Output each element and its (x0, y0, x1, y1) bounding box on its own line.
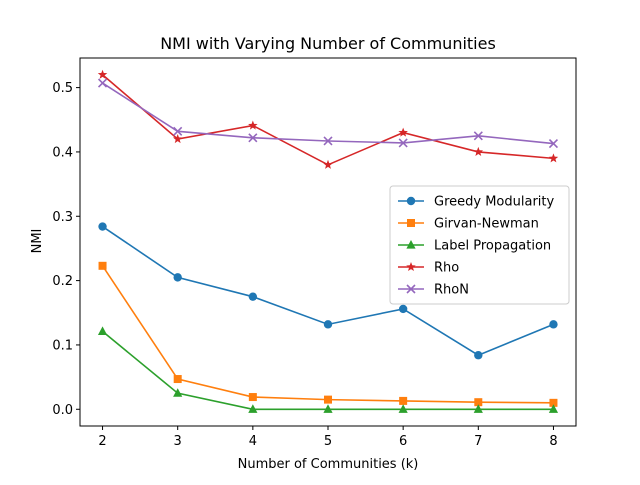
data-point (323, 136, 333, 146)
y-tick-label: 0.3 (52, 210, 73, 225)
x-axis-label: Number of Communities (k) (238, 457, 419, 472)
data-point (323, 159, 333, 169)
chart-title: NMI with Varying Number of Communities (160, 34, 496, 53)
series-label-propagation (97, 326, 559, 413)
data-point-stroke-b (323, 136, 333, 146)
data-point-stroke-b (97, 78, 108, 88)
y-tick-label: 0.1 (52, 338, 73, 353)
legend-label: Girvan-Newman (434, 217, 539, 232)
data-point (173, 375, 182, 384)
data-point (323, 320, 333, 329)
x-tick-label: 8 (549, 434, 557, 449)
x-tick-label: 4 (249, 434, 257, 449)
data-point-stroke-b (173, 126, 183, 136)
data-point (473, 131, 483, 141)
data-point-stroke-b (398, 138, 408, 148)
data-point (172, 134, 183, 144)
legend-marker (406, 196, 416, 206)
data-point (97, 326, 108, 336)
legend-marker-stroke-b (406, 284, 416, 294)
data-point (248, 292, 258, 301)
y-tick-label: 0.4 (52, 145, 73, 160)
legend-item: Girvan-Newman (398, 217, 539, 232)
series-rhon (97, 78, 559, 149)
data-point (97, 69, 108, 79)
data-point (324, 395, 332, 404)
y-tick-label: 0.0 (52, 403, 73, 418)
legend-box (389, 185, 570, 305)
data-point-stroke-b (248, 133, 258, 143)
data-point (248, 133, 258, 143)
data-point (473, 404, 483, 413)
data-point (173, 126, 183, 136)
y-tick-label: 0.2 (52, 274, 73, 289)
x-tick-label: 7 (474, 434, 482, 449)
legend-marker (406, 240, 416, 249)
data-point (548, 404, 559, 413)
data-point (323, 404, 333, 413)
y-tick-label: 0.5 (52, 81, 73, 96)
data-point (398, 304, 408, 314)
data-point (398, 138, 408, 148)
x-tick-label: 6 (399, 434, 407, 449)
legend-label: Rho (434, 261, 459, 276)
x-tick-label: 5 (324, 434, 332, 449)
data-point-stroke-b (548, 139, 559, 149)
data-point-stroke-b (473, 131, 483, 141)
y-axis-label: NMI (30, 229, 45, 254)
data-point (474, 351, 483, 360)
series-girvan-newman (98, 261, 558, 407)
data-point (398, 404, 408, 413)
legend-marker (406, 284, 416, 294)
legend-item: Label Propagation (398, 239, 551, 254)
data-point (248, 120, 258, 130)
data-point (97, 78, 108, 88)
data-point (399, 396, 408, 405)
x-tick-label: 2 (98, 434, 106, 449)
axes-frame (79, 57, 577, 427)
legend: Greedy Modularity Girvan-Newman Label Prop… (389, 185, 570, 305)
x-tick-label: 3 (174, 434, 182, 449)
data-point (98, 222, 107, 231)
legend-item: RhoN (398, 283, 469, 298)
data-point (549, 398, 558, 407)
legend-label: Greedy Modularity (434, 195, 554, 210)
series-greedy-modularity (98, 222, 558, 360)
data-point (98, 261, 107, 270)
data-point (473, 146, 484, 156)
data-point (173, 273, 182, 282)
data-point (548, 153, 559, 163)
data-point (549, 320, 558, 329)
data-point (173, 388, 183, 397)
data-point (398, 127, 408, 137)
series-rho (97, 69, 559, 169)
legend-item: Greedy Modularity (398, 195, 554, 210)
legend-label: RhoN (434, 283, 469, 298)
legend-item: Rho (398, 261, 459, 276)
data-point (474, 398, 483, 407)
data-point (248, 404, 258, 413)
data-point (248, 393, 257, 402)
legend-marker (407, 219, 415, 227)
data-point (548, 139, 559, 149)
plot-area: 2 3 4 5 6 7 8 0.0 0.1 0.2 0.3 0.4 0.5 (52, 57, 577, 449)
legend-marker (406, 262, 416, 272)
legend-label: Label Propagation (434, 239, 551, 254)
